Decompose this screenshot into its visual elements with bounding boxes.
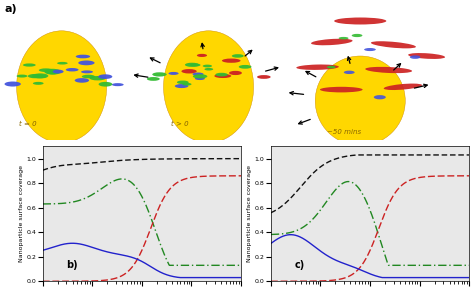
Ellipse shape: [90, 76, 106, 80]
Ellipse shape: [76, 55, 90, 58]
Ellipse shape: [98, 74, 112, 79]
Ellipse shape: [185, 63, 199, 67]
Ellipse shape: [147, 77, 160, 81]
Ellipse shape: [239, 65, 252, 69]
Text: ~50 mins: ~50 mins: [327, 129, 361, 135]
Ellipse shape: [66, 68, 79, 71]
Ellipse shape: [5, 82, 21, 87]
Ellipse shape: [112, 83, 124, 86]
Ellipse shape: [232, 54, 244, 58]
Ellipse shape: [182, 69, 197, 73]
Text: b): b): [66, 260, 78, 270]
Ellipse shape: [182, 83, 191, 86]
Ellipse shape: [99, 82, 112, 87]
Ellipse shape: [203, 65, 212, 67]
Ellipse shape: [296, 65, 339, 70]
Ellipse shape: [82, 75, 95, 78]
Text: a): a): [5, 4, 18, 14]
Text: c): c): [295, 260, 305, 270]
Ellipse shape: [408, 53, 445, 59]
Ellipse shape: [168, 72, 179, 75]
Ellipse shape: [338, 37, 348, 39]
Ellipse shape: [344, 71, 355, 74]
Ellipse shape: [44, 69, 61, 75]
Ellipse shape: [28, 74, 43, 78]
Ellipse shape: [190, 63, 201, 67]
Ellipse shape: [410, 55, 420, 59]
Ellipse shape: [193, 74, 207, 79]
Ellipse shape: [229, 71, 242, 75]
Ellipse shape: [320, 87, 363, 92]
Ellipse shape: [75, 78, 89, 83]
Ellipse shape: [23, 63, 36, 67]
Ellipse shape: [192, 73, 204, 76]
Ellipse shape: [364, 48, 376, 51]
Ellipse shape: [32, 75, 47, 78]
Ellipse shape: [384, 84, 422, 90]
Ellipse shape: [197, 54, 207, 57]
Ellipse shape: [81, 70, 93, 73]
Ellipse shape: [78, 61, 95, 65]
Y-axis label: Nanoparticle surface coverage: Nanoparticle surface coverage: [247, 165, 252, 262]
Ellipse shape: [175, 84, 188, 88]
Text: t = 0: t = 0: [19, 121, 36, 127]
Ellipse shape: [371, 41, 416, 48]
Ellipse shape: [17, 75, 27, 77]
Ellipse shape: [152, 72, 167, 77]
Ellipse shape: [365, 67, 412, 73]
Ellipse shape: [204, 68, 213, 71]
Ellipse shape: [215, 73, 228, 76]
Ellipse shape: [214, 74, 231, 78]
Ellipse shape: [327, 66, 336, 69]
Ellipse shape: [195, 77, 205, 80]
Ellipse shape: [17, 31, 107, 143]
Ellipse shape: [315, 56, 405, 146]
Ellipse shape: [374, 95, 386, 99]
Ellipse shape: [33, 73, 48, 78]
Text: t > 0: t > 0: [171, 121, 188, 127]
Ellipse shape: [177, 81, 189, 84]
Y-axis label: Nanoparticle surface coverage: Nanoparticle surface coverage: [19, 165, 24, 262]
Ellipse shape: [222, 59, 240, 63]
Ellipse shape: [39, 68, 53, 72]
Ellipse shape: [164, 31, 254, 143]
Ellipse shape: [46, 71, 59, 74]
Ellipse shape: [33, 82, 44, 85]
Ellipse shape: [257, 75, 271, 79]
Ellipse shape: [334, 18, 386, 24]
Ellipse shape: [352, 34, 363, 37]
Ellipse shape: [311, 39, 353, 45]
Ellipse shape: [53, 70, 64, 73]
Ellipse shape: [57, 62, 68, 65]
